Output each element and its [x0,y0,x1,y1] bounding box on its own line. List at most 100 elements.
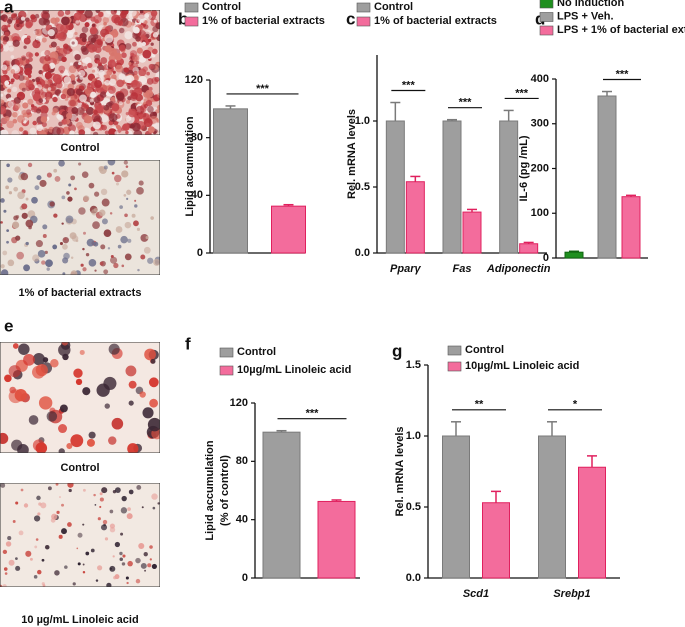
cell [6,240,9,244]
cell [54,570,60,576]
cell [15,565,21,571]
y-tick-label: 40 [191,189,203,201]
cell [84,22,90,28]
y-axis-label: (% of control) [219,455,231,526]
cell [102,16,110,24]
cell [123,67,129,73]
cell [74,187,77,191]
cell [128,489,134,495]
cell [103,10,111,18]
cell [11,86,18,92]
cell [96,60,101,64]
y-tick-label: 1.0 [406,430,421,442]
cell [8,559,15,566]
cell [13,215,19,221]
cell [18,530,24,536]
cell [139,391,146,398]
image-caption: Control [60,462,99,474]
cell [24,67,32,76]
cell [41,121,47,128]
cell [3,567,8,571]
cell [3,209,7,213]
cell [25,109,32,115]
cell [42,357,49,363]
cell [144,13,150,19]
cell [25,219,34,228]
cell [15,557,18,560]
cell [21,203,28,210]
cell [6,229,10,232]
cell [111,417,124,430]
cell [42,10,49,15]
cell [56,510,60,515]
cell [147,257,154,264]
cell [126,197,129,201]
cell [15,501,19,505]
cell [86,83,94,91]
significance-label: *** [256,83,270,95]
cell [47,486,52,491]
y-axis-label: Lipid accumulation [204,440,216,541]
cell [66,442,73,450]
cell [144,569,147,572]
cell [40,502,47,509]
image-caption: Control [60,142,99,154]
cell [77,562,81,566]
cell [52,96,58,103]
cell [2,45,10,52]
cell [98,165,104,172]
cell [12,343,19,349]
cell [133,26,140,34]
cell [25,241,29,246]
significance-label: *** [515,87,529,99]
cell [81,171,89,178]
cell [18,92,23,97]
cell [47,87,52,91]
cell [4,10,13,15]
cell [121,264,125,268]
cell [66,112,73,120]
cell [61,16,70,26]
cell [43,18,51,26]
cell [44,71,52,80]
cell [4,572,8,575]
cell [139,35,148,44]
cell [31,196,38,204]
cell [116,79,124,88]
cell [36,495,41,501]
cell [118,27,125,34]
cell [109,78,117,86]
cell [71,235,79,242]
cell [151,493,158,500]
y-axis-label: Rel. mRNA levels [346,109,358,199]
cell [70,74,75,79]
cell [87,44,97,53]
bar [597,95,617,259]
cell [54,88,62,96]
cell [78,207,86,215]
cell [46,172,52,178]
significance-label: *** [459,97,473,109]
cell [80,263,84,267]
y-tick-label: 1.0 [355,115,370,127]
cell [50,359,59,368]
cell [143,246,151,254]
legend-swatch [539,12,554,22]
cell [111,171,115,175]
cell [0,269,9,275]
cell [70,434,84,448]
cell [39,105,49,114]
cell [21,109,27,116]
cell [100,57,108,64]
cell [150,216,154,220]
micrograph [0,483,160,587]
cell [25,550,32,557]
cell [12,118,18,124]
cell [127,443,139,453]
cell [67,196,73,202]
cell [59,241,64,246]
cell [67,483,74,488]
cell [120,532,124,536]
cell [93,207,98,212]
cell [44,544,50,550]
